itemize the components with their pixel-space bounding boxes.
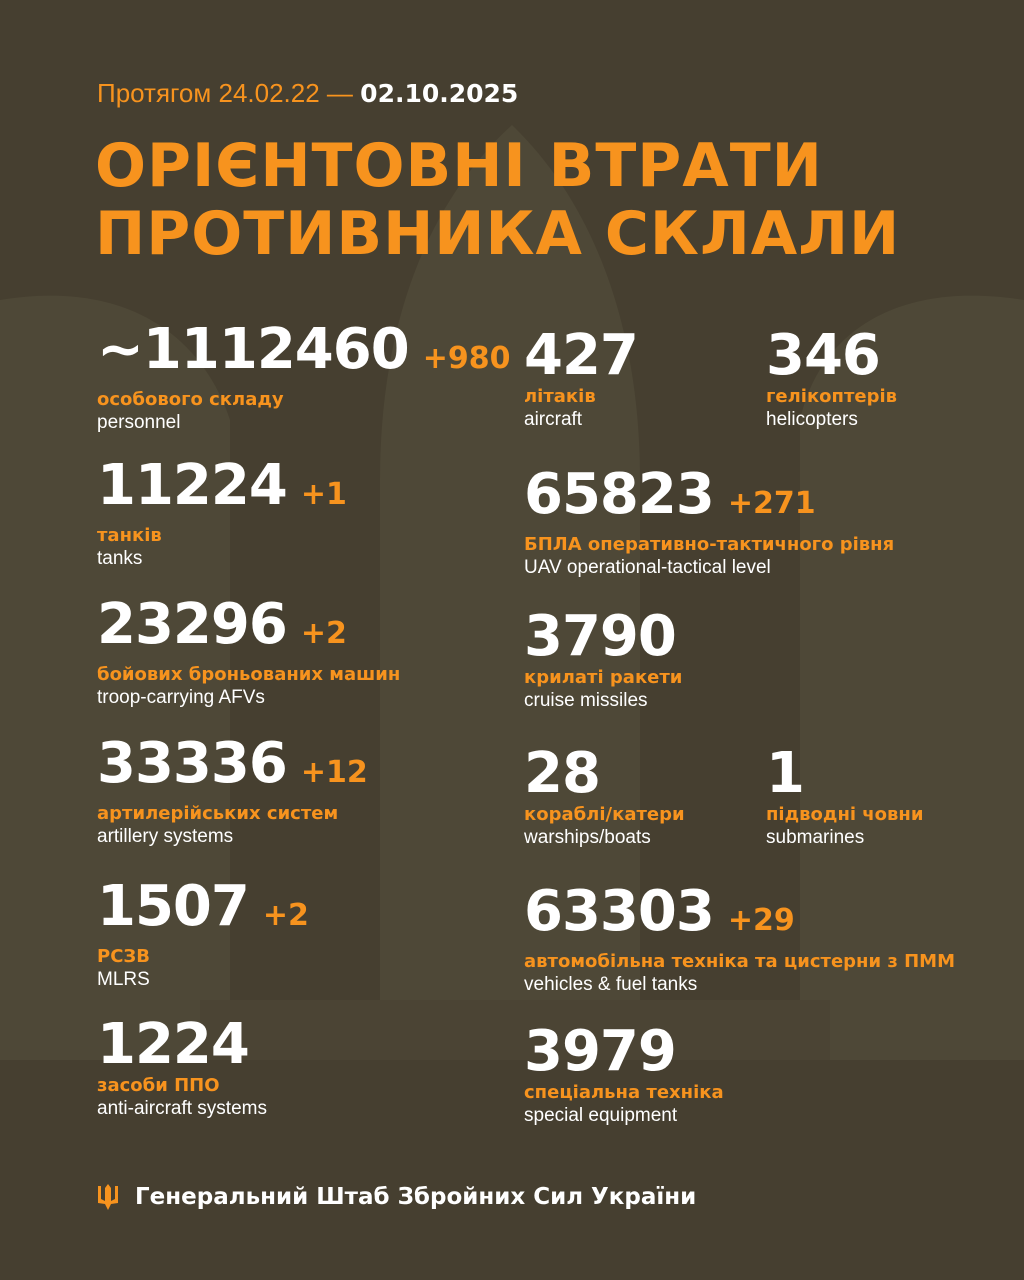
stat-label-en: artillery systems [97, 826, 234, 847]
stat-value: 346 [766, 323, 881, 388]
stat-cruise-missiles: 3790 крилаті ракети cruise missiles [524, 607, 682, 712]
stat-label-en: MLRS [97, 969, 150, 990]
stat-uav: 65823 +271 БПЛА оперативно-тактичного рівн… [524, 465, 894, 579]
stat-value: 1 [766, 741, 805, 806]
stat-special-equipment: 3979 спеціальна техніка special equipment [524, 1022, 724, 1127]
stat-value: 1507 [97, 874, 250, 939]
stat-value: 3979 [524, 1019, 677, 1084]
stat-delta: +29 [727, 903, 795, 938]
stat-delta: +12 [300, 755, 368, 790]
stat-vehicles: 63303 +29 автомобільна техніка та цистерни… [524, 882, 955, 996]
stat-label-en: warships/boats [524, 827, 651, 848]
stat-label-ua: автомобільна техніка та цистерни з ПММ [524, 951, 955, 972]
stat-label-ua: гелікоптерів [766, 386, 898, 407]
stat-label-ua: артилерійських систем [97, 803, 339, 824]
stat-label-ua: танків [97, 525, 162, 546]
stat-submarines: 1 підводні човни submarines [766, 744, 923, 849]
org-name: Генеральний Штаб Збройних Сил України [135, 1184, 697, 1210]
stat-label-ua: БПЛА оперативно-тактичного рівня [524, 534, 895, 555]
stat-label-en: cruise missiles [524, 690, 648, 711]
stat-artillery: 33336 +12 артилерійських систем artillery s… [97, 734, 368, 848]
trident-icon [98, 1184, 118, 1210]
stat-value: 33336 [97, 731, 288, 796]
stat-label-en: tanks [97, 548, 143, 569]
stat-label-en: submarines [766, 827, 865, 848]
stat-label-ua: підводні човни [766, 804, 924, 825]
stat-aircraft: 427 літаків aircraft [524, 323, 639, 431]
stat-mlrs: 1507 +2 РСЗВ MLRS [97, 877, 309, 991]
stat-value: 1224 [97, 1012, 250, 1077]
stat-label-ua: особового складу [97, 389, 284, 410]
page-title: ОРІЄНТОВНІ ВТРАТИ ПРОТИВНИКА СКЛАЛИ [95, 132, 900, 268]
stat-label-ua: кораблі/катери [524, 804, 685, 825]
stat-value: 65823 [524, 462, 715, 527]
stat-label-en: personnel [97, 412, 181, 433]
stat-label-en: troop-carrying AFVs [97, 687, 265, 708]
title-line-1: ОРІЄНТОВНІ ВТРАТИ [95, 131, 823, 201]
stat-label-en: vehicles & fuel tanks [524, 974, 698, 995]
stat-label-en: UAV operational-tactical level [524, 557, 771, 578]
stat-delta: +2 [300, 616, 347, 651]
stat-label-ua: спеціальна техніка [524, 1082, 724, 1103]
stat-value: 3790 [524, 604, 677, 669]
stat-value: 63303 [524, 879, 715, 944]
stat-delta: +2 [262, 898, 309, 933]
period: Протягом 24.02.22 — 02.10.2025 [97, 78, 518, 109]
stat-label-ua: РСЗВ [97, 946, 150, 967]
stat-delta: +271 [727, 486, 816, 521]
stat-label-ua: засоби ППО [97, 1075, 220, 1096]
stat-label-en: anti-aircraft systems [97, 1098, 267, 1119]
title-line-2: ПРОТИВНИКА СКЛАЛИ [95, 199, 901, 269]
stat-value: 28 [524, 741, 601, 806]
stat-label-ua: літаків [524, 386, 596, 407]
stat-value: 427 [524, 323, 639, 388]
stat-label-ua: крилаті ракети [524, 667, 683, 688]
stat-warships: 28 кораблі/катери warships/boats [524, 744, 685, 849]
stat-label-en: helicopters [766, 409, 858, 430]
stat-anti-aircraft: 1224 засоби ППО anti-aircraft systems [97, 1015, 267, 1120]
stat-afv: 23296 +2 бойових броньованих машин troop-ca… [97, 595, 400, 709]
stat-personnel: ~1112460 +980 особового складу personnel [97, 320, 510, 434]
footer: Генеральний Штаб Збройних Сил України [97, 1183, 696, 1211]
stat-delta: +1 [300, 477, 347, 512]
stat-delta: +980 [422, 341, 511, 376]
stat-value: 23296 [97, 592, 288, 657]
stat-tanks: 11224 +1 танків tanks [97, 456, 347, 570]
period-start: Протягом 24.02.22 — [97, 78, 353, 108]
stat-label-ua: бойових броньованих машин [97, 664, 401, 685]
stat-value: ~1112460 [97, 317, 410, 382]
stat-value: 11224 [97, 453, 288, 518]
stat-label-en: aircraft [524, 409, 583, 430]
stat-helicopters: 346 гелікоптерів helicopters [766, 326, 897, 431]
period-end: 02.10.2025 [360, 79, 519, 108]
stat-label-en: special equipment [524, 1105, 678, 1126]
